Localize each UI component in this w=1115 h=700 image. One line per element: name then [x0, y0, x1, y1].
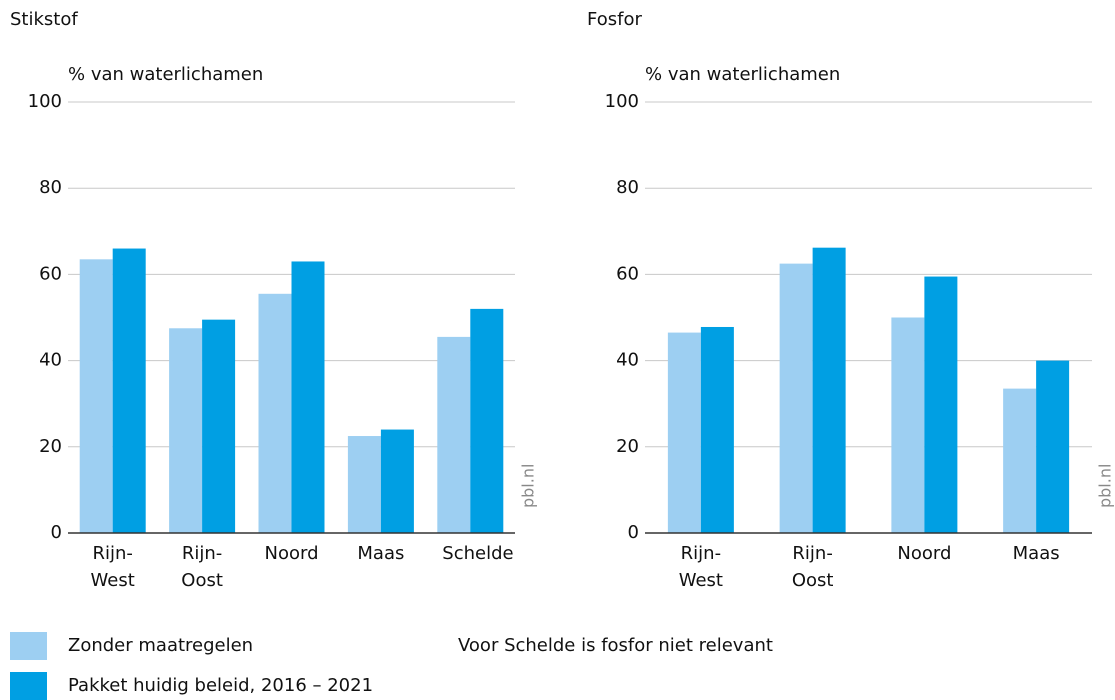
x-tick-label: Maas — [1012, 543, 1060, 564]
bar — [812, 247, 846, 534]
legend-label: Pakket huidig beleid, 2016 – 2021 — [68, 675, 373, 696]
y-tick-label: 100 — [605, 91, 639, 112]
y-axis-label: % van waterlichamen — [645, 64, 840, 85]
x-tick-label: Rijn-Oost — [791, 543, 834, 591]
bar — [437, 336, 471, 533]
legend-label: Zonder maatregelen — [68, 635, 253, 656]
bar — [79, 259, 113, 533]
y-tick-label: 100 — [28, 91, 62, 112]
bar — [258, 293, 292, 533]
x-tick-label: Rijn-Oost — [181, 543, 223, 591]
bar — [291, 261, 325, 533]
bar — [470, 308, 504, 533]
y-tick-label: 20 — [39, 436, 62, 457]
y-tick-label: 0 — [51, 522, 62, 543]
y-tick-label: 80 — [39, 177, 62, 198]
legend-swatch — [10, 632, 47, 660]
source: pbl.nl — [519, 464, 538, 508]
y-tick-label: 0 — [628, 522, 639, 543]
bar — [891, 317, 925, 533]
y-tick-label: 80 — [616, 177, 639, 198]
bar — [1036, 360, 1070, 533]
bar — [169, 328, 203, 533]
bar — [380, 429, 414, 533]
chart-title: Stikstof — [10, 9, 78, 30]
x-tick-label: Noord — [897, 543, 952, 564]
y-tick-label: 60 — [616, 263, 639, 284]
x-tick-label: Rijn-West — [90, 543, 135, 591]
note: Voor Schelde is fosfor niet relevant — [458, 635, 773, 656]
x-tick-label: Noord — [264, 543, 319, 564]
y-axis-label: % van waterlichamen — [68, 64, 263, 85]
y-tick-label: 20 — [616, 436, 639, 457]
bar — [667, 332, 701, 533]
bar — [112, 248, 146, 534]
chart-title: Fosfor — [587, 9, 642, 30]
bar — [924, 276, 958, 533]
bar — [700, 326, 734, 533]
bar — [202, 319, 236, 533]
y-tick-label: 40 — [616, 350, 639, 371]
y-tick-label: 40 — [39, 350, 62, 371]
bar — [1003, 388, 1037, 533]
legend-swatch — [10, 672, 47, 700]
x-tick-label: Schelde — [442, 543, 514, 564]
bar — [779, 263, 813, 533]
x-tick-label: Rijn-West — [678, 543, 723, 591]
x-tick-label: Maas — [357, 543, 405, 564]
source: pbl.nl — [1096, 464, 1115, 508]
y-tick-label: 60 — [39, 263, 62, 284]
bar — [347, 436, 381, 533]
